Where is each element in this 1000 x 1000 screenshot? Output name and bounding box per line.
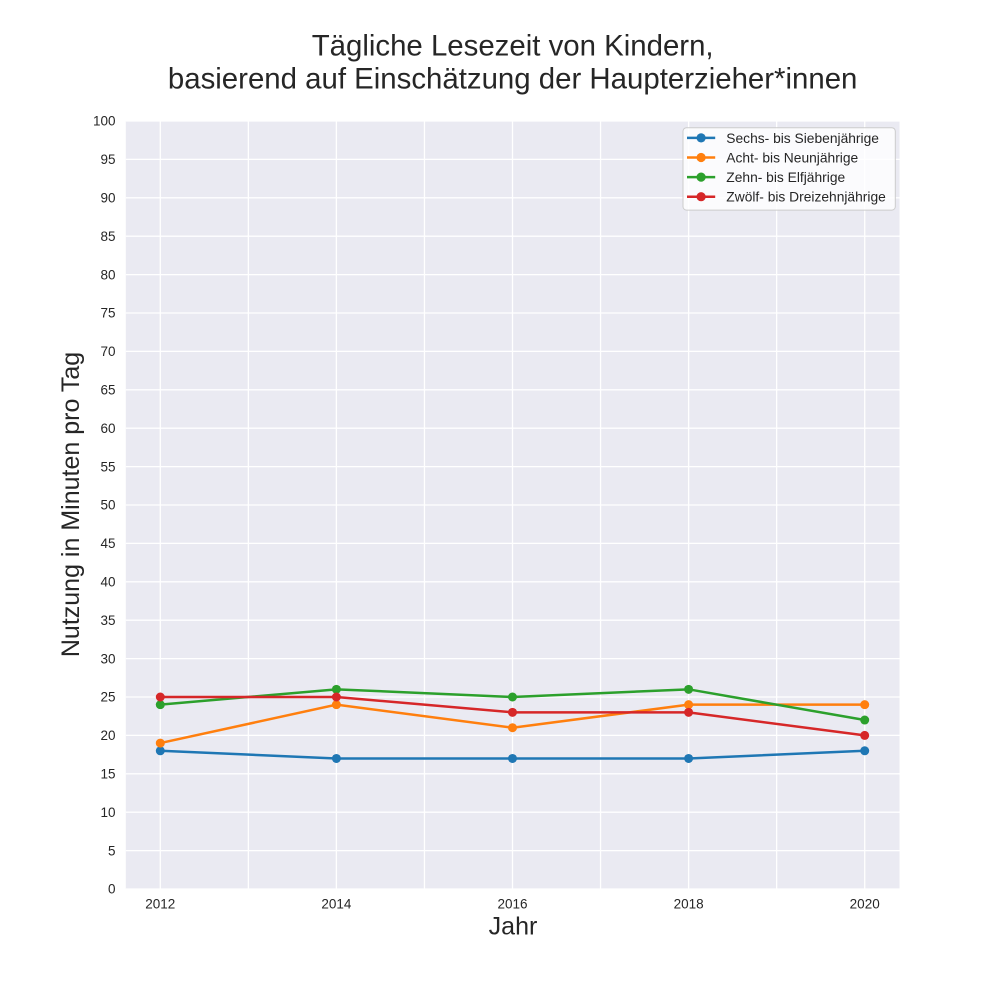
svg-text:2014: 2014 (321, 897, 352, 912)
svg-text:Zehn- bis Elfjährige: Zehn- bis Elfjährige (726, 170, 845, 185)
svg-text:80: 80 (100, 267, 115, 282)
svg-text:Acht- bis Neunjährige: Acht- bis Neunjährige (726, 150, 858, 165)
svg-text:90: 90 (100, 191, 115, 206)
svg-text:Tägliche Lesezeit von Kindern,: Tägliche Lesezeit von Kindern, (312, 30, 714, 63)
svg-text:70: 70 (100, 344, 115, 359)
svg-text:2018: 2018 (674, 897, 704, 912)
svg-text:10: 10 (100, 805, 115, 820)
svg-text:50: 50 (100, 498, 115, 513)
svg-text:15: 15 (100, 767, 115, 782)
svg-text:100: 100 (93, 114, 116, 129)
svg-text:Sechs- bis Siebenjährige: Sechs- bis Siebenjährige (726, 131, 879, 146)
svg-text:20: 20 (100, 728, 115, 743)
svg-text:basierend auf Einschätzung der: basierend auf Einschätzung der Haupterzi… (168, 63, 858, 96)
svg-text:Zwölf- bis Dreizehnjährige: Zwölf- bis Dreizehnjährige (726, 190, 886, 205)
svg-text:2016: 2016 (497, 897, 527, 912)
svg-text:45: 45 (100, 536, 115, 551)
svg-text:25: 25 (100, 690, 115, 705)
svg-text:60: 60 (100, 421, 115, 436)
svg-text:5: 5 (108, 843, 116, 858)
svg-text:95: 95 (100, 152, 115, 167)
svg-text:Nutzung in Minuten pro Tag: Nutzung in Minuten pro Tag (57, 352, 85, 657)
svg-text:0: 0 (108, 882, 116, 897)
svg-text:75: 75 (100, 306, 115, 321)
svg-text:55: 55 (100, 459, 115, 474)
svg-text:85: 85 (100, 229, 115, 244)
svg-text:2020: 2020 (850, 897, 880, 912)
svg-text:65: 65 (100, 383, 115, 398)
svg-text:35: 35 (100, 613, 115, 628)
svg-text:40: 40 (100, 575, 115, 590)
svg-text:Jahr: Jahr (489, 913, 538, 941)
svg-text:2012: 2012 (145, 897, 175, 912)
svg-text:30: 30 (100, 651, 115, 666)
